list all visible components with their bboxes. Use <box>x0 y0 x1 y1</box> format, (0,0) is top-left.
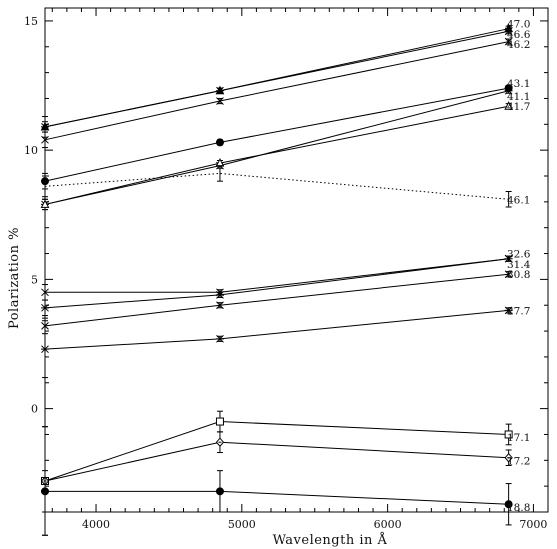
series-line <box>44 258 509 309</box>
data-point <box>215 417 224 426</box>
series-46-1: 46.1 <box>42 165 530 208</box>
y-tick-label: 10 <box>24 144 38 157</box>
data-point <box>216 97 224 105</box>
series-label: 32.6 <box>507 249 531 261</box>
data-point <box>41 487 49 496</box>
series-group: 47.046.646.2 43.141.141.7 46.1 32.631.430.8… <box>40 19 531 536</box>
series-17-2: 17.2 <box>40 426 530 536</box>
series-line <box>44 30 509 128</box>
series-line <box>44 172 509 200</box>
x-tick-label: 6000 <box>374 518 402 531</box>
data-point <box>504 500 513 509</box>
series-27-7: 27.7 <box>41 305 530 379</box>
y-tick-label: 15 <box>24 15 38 28</box>
series-label: 46.6 <box>507 29 531 41</box>
data-point <box>215 86 224 95</box>
data-point <box>504 101 513 110</box>
axes: 0 5 10 15 4000 5000 6000 7000 <box>24 8 549 531</box>
data-point <box>504 306 513 315</box>
plot-frame <box>44 7 549 513</box>
series-label: 46.2 <box>507 39 530 51</box>
data-point <box>504 37 513 46</box>
series-label: 41.1 <box>507 91 530 103</box>
series-label: 17.1 <box>507 432 530 444</box>
x-tick-label: 7000 <box>519 518 547 531</box>
series-label: 41.7 <box>507 101 530 113</box>
series-label: 46.1 <box>507 194 530 206</box>
series-46-6: 46.6 <box>41 27 531 133</box>
series-line <box>44 273 509 327</box>
series-label: 18.8 <box>507 502 530 514</box>
plot-border <box>44 7 549 513</box>
series-label: 17.2 <box>507 455 530 467</box>
series-30-8: 30.8 <box>41 269 530 335</box>
data-point <box>41 135 49 144</box>
data-point <box>40 199 50 208</box>
series-label: 43.1 <box>507 78 530 90</box>
data-point <box>504 86 513 95</box>
series-line <box>44 421 509 482</box>
data-point <box>216 301 224 310</box>
series-label: 30.8 <box>507 269 530 281</box>
data-point <box>41 345 49 354</box>
series-47-0: 47.0 <box>40 19 530 138</box>
series-label: 47.0 <box>507 19 530 31</box>
series-line <box>44 41 509 141</box>
series-32-6: 32.6 <box>41 249 531 301</box>
data-point <box>504 430 513 439</box>
series-label: 27.7 <box>507 305 530 317</box>
y-axis-label: Polarization % <box>7 227 22 329</box>
data-point <box>41 303 49 312</box>
data-point <box>215 334 224 343</box>
data-point <box>504 270 513 279</box>
series-line <box>44 90 509 205</box>
data-point <box>504 27 513 36</box>
data-point <box>41 123 49 131</box>
series-line <box>44 105 509 205</box>
data-point <box>215 138 224 147</box>
series-line <box>44 309 509 350</box>
x-axis-label: Wavelength in Å <box>273 532 388 548</box>
series-41-1: 41.1 <box>41 86 530 211</box>
y-tick-label: 0 <box>31 403 38 416</box>
series-line <box>45 490 509 505</box>
x-tick-label: 5000 <box>228 518 256 531</box>
x-tick-label: 4000 <box>82 518 110 531</box>
series-line <box>44 441 509 482</box>
series-17-1: 17.1 <box>41 410 530 536</box>
data-point <box>504 254 513 263</box>
series-41-7: 41.7 <box>40 101 530 211</box>
data-point <box>41 288 49 297</box>
series-18-8: 18.8 <box>41 470 530 526</box>
y-tick-label: 5 <box>31 273 38 286</box>
data-point <box>215 291 224 299</box>
series-line <box>44 87 509 182</box>
series-46-2: 46.2 <box>41 37 530 149</box>
data-point <box>215 487 224 496</box>
series-label: 31.4 <box>507 259 531 271</box>
series-43-1: 43.1 <box>41 78 530 190</box>
series-31-4: 31.4 <box>41 254 531 317</box>
